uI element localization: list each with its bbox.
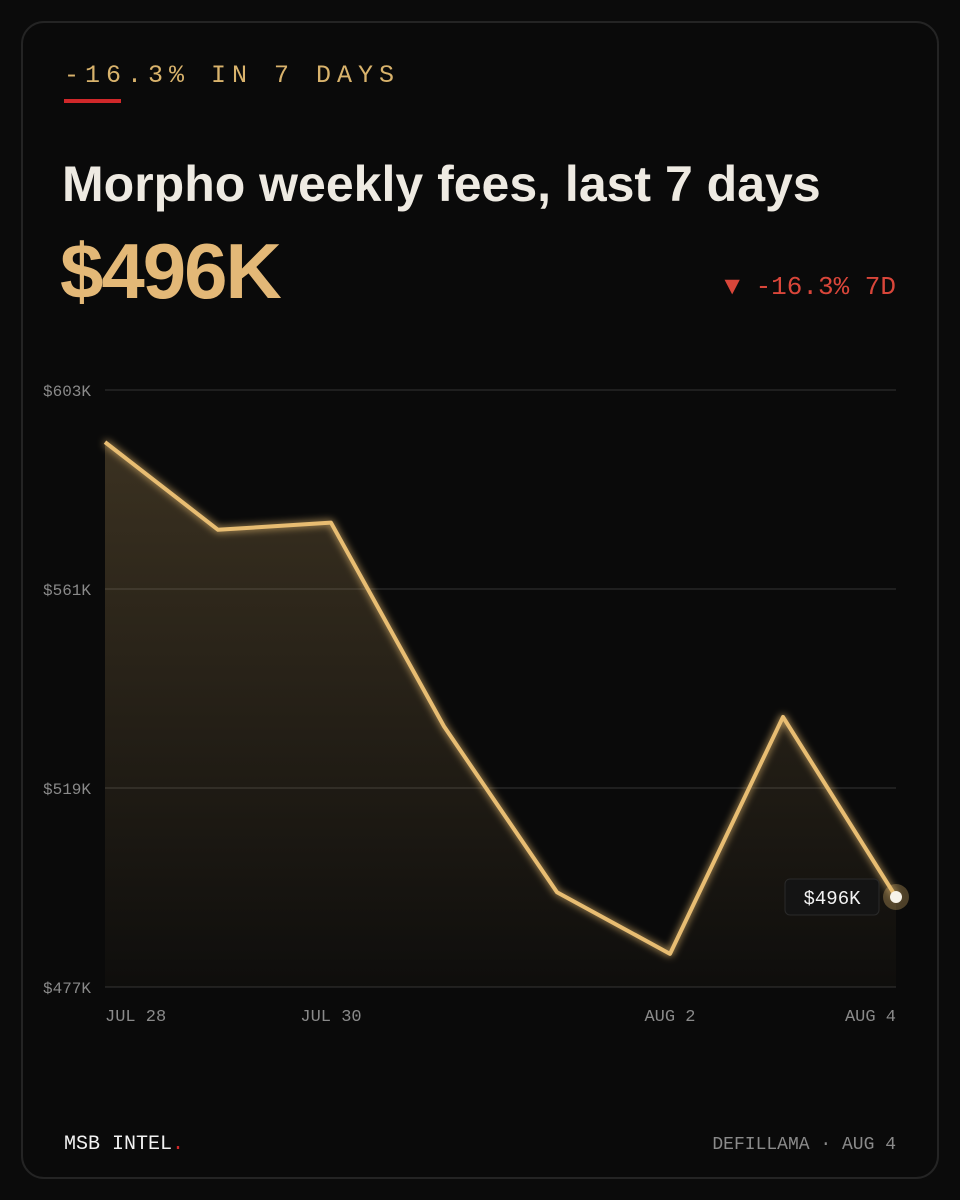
brand-name: MSB INTEL (64, 1133, 172, 1156)
x-tick-label: JUL 28 (105, 1008, 166, 1027)
line (103, 440, 898, 956)
brand: MSB INTEL. (64, 1133, 184, 1156)
value-label-box (784, 878, 880, 916)
headline-value: $496K (60, 227, 282, 315)
x-tick-label: AUG 4 (845, 1008, 896, 1027)
value-label: $496K (803, 888, 861, 910)
area (105, 442, 896, 988)
kicker: -16.3% IN 7 DAYS (64, 61, 400, 90)
source: DEFILLAMA · AUG 4 (712, 1135, 896, 1155)
end-dot (890, 890, 902, 903)
kicker-underline (64, 99, 121, 103)
x-tick-label: AUG 2 (644, 1008, 695, 1027)
y-tick-label: $519K (43, 781, 91, 799)
y-tick-label: $561K (43, 582, 91, 600)
y-tick-label: $477K (43, 980, 91, 998)
brand-mark: . (172, 1133, 184, 1156)
x-tick-label: JUL 30 (300, 1008, 361, 1027)
plot: $603K $561K $519K $477K JUL 28 JUL 30 AUG 2 AUG… (43, 383, 909, 1027)
chart-title: Morpho weekly fees, last 7 days (62, 156, 821, 212)
y-tick-label: $603K (43, 383, 91, 401)
change: ▼ -16.3% 7D (724, 272, 896, 302)
